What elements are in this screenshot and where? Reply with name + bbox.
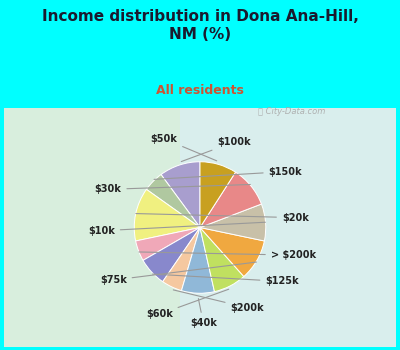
Text: $125k: $125k xyxy=(152,274,299,286)
Wedge shape xyxy=(200,228,244,292)
Text: $10k: $10k xyxy=(88,222,265,236)
Text: $150k: $150k xyxy=(154,167,302,179)
Wedge shape xyxy=(200,162,236,228)
Text: $75k: $75k xyxy=(100,262,256,285)
Text: $40k: $40k xyxy=(190,299,217,328)
Text: $20k: $20k xyxy=(136,213,309,223)
Text: $50k: $50k xyxy=(150,134,217,161)
Text: Income distribution in Dona Ana-Hill,
NM (%): Income distribution in Dona Ana-Hill, NM… xyxy=(42,9,358,42)
FancyBboxPatch shape xyxy=(180,108,396,346)
Wedge shape xyxy=(146,175,200,228)
Text: $30k: $30k xyxy=(94,184,250,194)
Text: > $200k: > $200k xyxy=(139,250,316,260)
Wedge shape xyxy=(163,228,200,290)
Text: All residents: All residents xyxy=(156,84,244,97)
Wedge shape xyxy=(143,228,200,282)
Wedge shape xyxy=(200,172,262,228)
Text: $200k: $200k xyxy=(173,290,264,313)
Text: ⓘ City-Data.com: ⓘ City-Data.com xyxy=(258,107,326,116)
Wedge shape xyxy=(161,162,200,228)
Wedge shape xyxy=(136,228,200,260)
Wedge shape xyxy=(134,189,200,241)
Text: $100k: $100k xyxy=(181,137,251,162)
FancyBboxPatch shape xyxy=(4,108,396,346)
Text: $60k: $60k xyxy=(146,289,229,319)
Wedge shape xyxy=(200,204,266,241)
Wedge shape xyxy=(182,228,214,293)
Wedge shape xyxy=(200,228,264,276)
